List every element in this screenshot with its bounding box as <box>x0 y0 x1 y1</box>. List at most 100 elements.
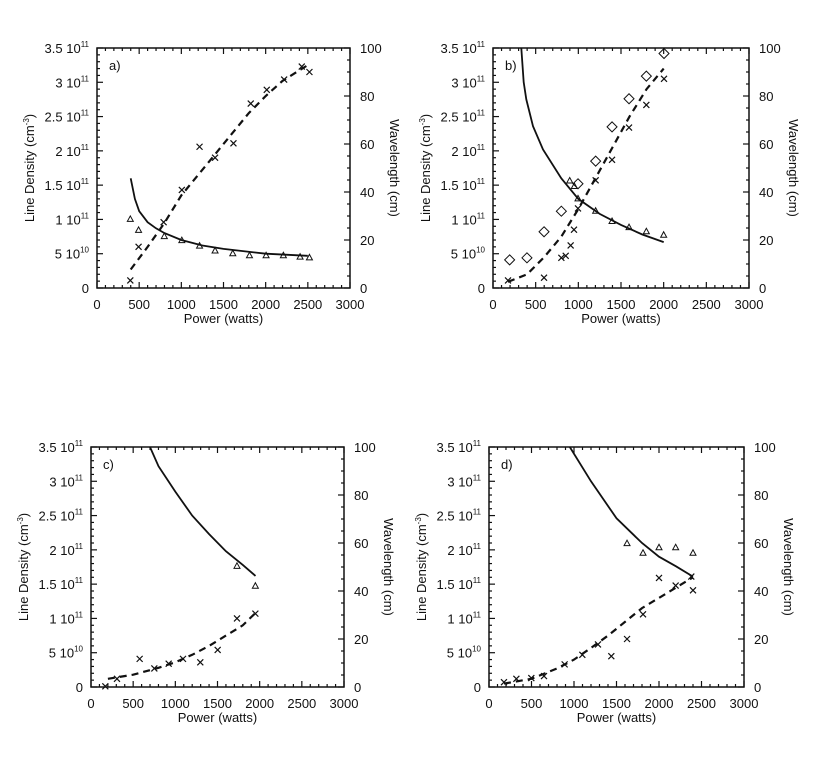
x-tick-label: 2500 <box>692 297 721 312</box>
y-tick-label: 5 1010 <box>447 645 482 661</box>
y2-tick-label: 20 <box>754 632 768 647</box>
diamond-marker <box>538 226 550 238</box>
y-axis-label-sup: -3 <box>16 517 25 525</box>
diamond-marker <box>521 252 533 264</box>
dashed-fit-line <box>107 612 257 680</box>
y-axis-label-close: ) <box>418 114 433 118</box>
diamond-marker <box>658 47 670 60</box>
x-tick-label: 3000 <box>735 297 764 312</box>
cross-marker <box>247 100 255 107</box>
y-tick-label: 3 1011 <box>451 74 485 90</box>
y-tick-mantissa: 0 <box>76 680 83 695</box>
cross-marker <box>567 242 575 249</box>
y2-tick-label: 60 <box>354 536 368 551</box>
y2-axis-label: Wavelength (cm) <box>381 518 396 616</box>
y-tick-label: 1 1011 <box>55 211 89 227</box>
y-tick-exponent: 11 <box>81 40 90 49</box>
y2-tick-label: 100 <box>759 41 781 56</box>
diamond-marker <box>606 121 618 133</box>
y-tick-label: 2 1011 <box>55 143 89 159</box>
y-tick-label: 5 1010 <box>451 246 486 262</box>
y-tick-mantissa: 5 10 <box>451 247 476 262</box>
y-tick-label: 1 1011 <box>451 211 485 227</box>
x-tick-label: 3000 <box>336 297 365 312</box>
y-tick-exponent: 11 <box>477 40 486 49</box>
y-tick-mantissa: 1 10 <box>451 212 476 227</box>
y-tick-mantissa: 1.5 10 <box>45 178 81 193</box>
x-tick-label: 2000 <box>251 297 280 312</box>
y-tick-label: 0 <box>76 680 83 695</box>
x-tick-label: 500 <box>122 696 144 711</box>
y-tick-mantissa: 3.5 10 <box>45 41 81 56</box>
triangle-marker <box>251 581 260 589</box>
y-tick-label: 0 <box>478 281 485 296</box>
cross-marker <box>642 101 650 109</box>
x-tick-label: 500 <box>521 696 543 711</box>
diamond-marker <box>503 254 516 266</box>
triangle-marker <box>262 251 270 259</box>
y-tick-label: 5 1010 <box>55 246 90 262</box>
y2-axis-label: Wavelength (cm) <box>781 518 796 616</box>
y-tick-exponent: 11 <box>473 542 482 551</box>
y-axis-label-sup: -3 <box>414 517 423 525</box>
y-tick-exponent: 10 <box>74 645 83 654</box>
plot-frame <box>492 47 750 289</box>
x-tick-label: 3000 <box>730 696 759 711</box>
triangle-marker <box>134 225 143 233</box>
cross-marker <box>574 205 582 212</box>
cross-marker <box>136 655 144 663</box>
y-tick-mantissa: 2 10 <box>55 144 80 159</box>
y-tick-exponent: 11 <box>75 576 84 585</box>
y2-tick-label: 60 <box>754 536 768 551</box>
y2-tick-label: 100 <box>354 440 376 455</box>
y2-tick-label: 0 <box>360 281 367 296</box>
cross-marker <box>150 665 158 672</box>
panel-label: c) <box>103 457 114 472</box>
y-tick-exponent: 11 <box>477 177 486 186</box>
y-tick-exponent: 11 <box>477 143 486 152</box>
y-tick-exponent: 11 <box>473 439 482 448</box>
y2-tick-label: 60 <box>360 137 374 152</box>
cross-marker <box>263 86 271 94</box>
y-tick-mantissa: 5 10 <box>55 247 80 262</box>
diamond-marker <box>589 155 602 167</box>
y2-tick-label: 60 <box>759 137 773 152</box>
y-tick-mantissa: 3.5 10 <box>39 440 75 455</box>
x-axis-label: Power (watts) <box>184 311 263 326</box>
panel-label: d) <box>501 457 513 472</box>
y-tick-mantissa: 0 <box>474 680 481 695</box>
y-axis-label-close: ) <box>414 513 429 517</box>
x-tick-label: 500 <box>128 297 150 312</box>
cross-marker <box>689 586 697 594</box>
y2-tick-label: 0 <box>759 281 766 296</box>
y2-tick-label: 40 <box>354 584 368 599</box>
y-tick-label: 2.5 1011 <box>39 508 84 524</box>
triangle-marker <box>655 543 663 551</box>
y-tick-exponent: 11 <box>81 143 90 152</box>
y-tick-label: 2.5 1011 <box>45 109 90 125</box>
cross-marker <box>214 646 222 654</box>
y-tick-exponent: 11 <box>81 74 90 83</box>
diamond-marker <box>555 205 568 217</box>
y2-tick-label: 80 <box>354 488 368 503</box>
triangle-marker <box>228 249 237 257</box>
triangle-marker <box>671 543 680 551</box>
cross-marker <box>639 610 647 618</box>
triangle-marker <box>296 252 304 260</box>
dashed-fit-line <box>503 576 694 685</box>
y-tick-label: 0 <box>82 281 89 296</box>
y-tick-label: 3.5 1011 <box>39 439 84 455</box>
x-tick-label: 1000 <box>161 696 190 711</box>
dashed-fit-line <box>507 67 665 283</box>
cross-marker <box>113 675 121 683</box>
cross-marker <box>135 243 143 251</box>
y-tick-exponent: 11 <box>75 542 84 551</box>
y-axis-label-close: ) <box>22 114 37 118</box>
y-tick-label: 2.5 1011 <box>437 508 482 524</box>
y-tick-exponent: 11 <box>81 109 90 118</box>
diamond-marker <box>623 93 635 105</box>
y2-tick-label: 100 <box>754 440 776 455</box>
x-tick-label: 1500 <box>203 696 232 711</box>
